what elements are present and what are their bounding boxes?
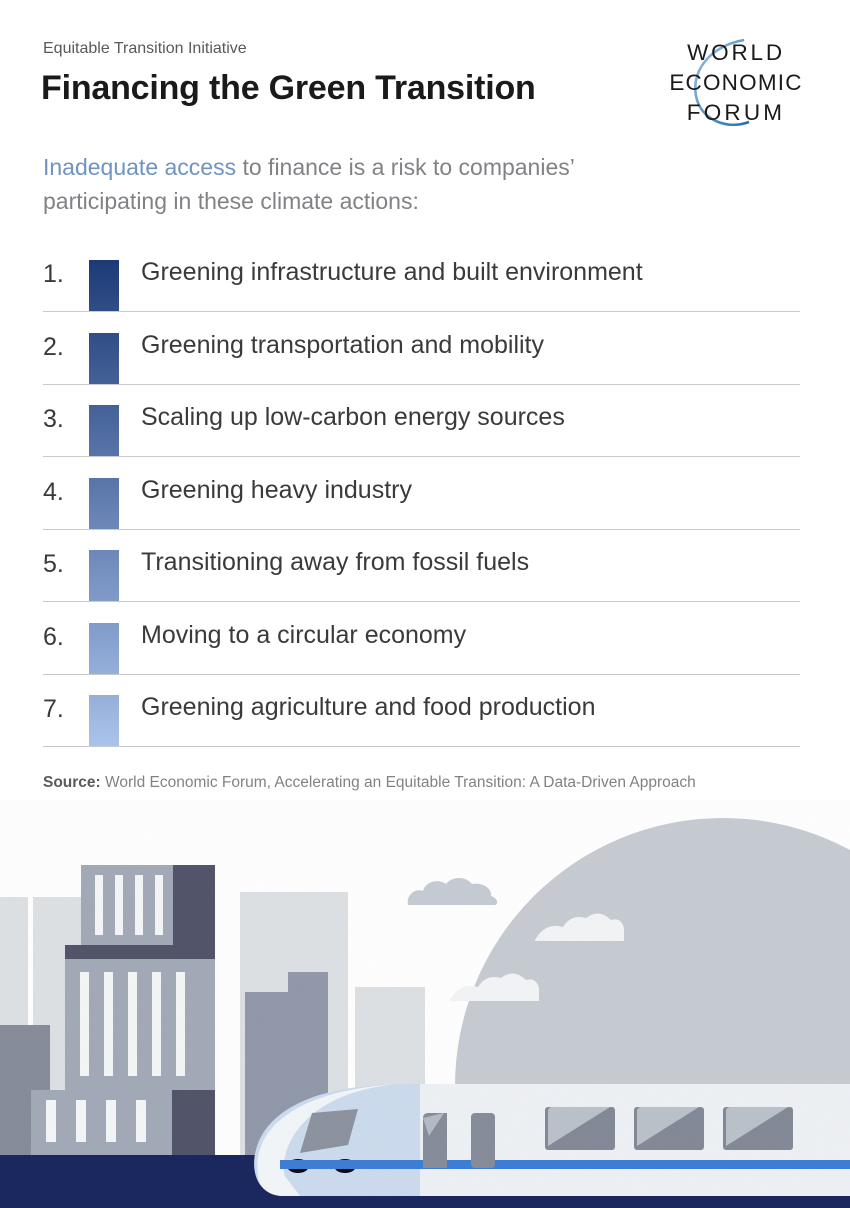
svg-text:ECONOMIC: ECONOMIC [669,70,802,95]
svg-text:FORUM: FORUM [687,100,786,125]
svg-text:WORLD: WORLD [687,40,785,65]
